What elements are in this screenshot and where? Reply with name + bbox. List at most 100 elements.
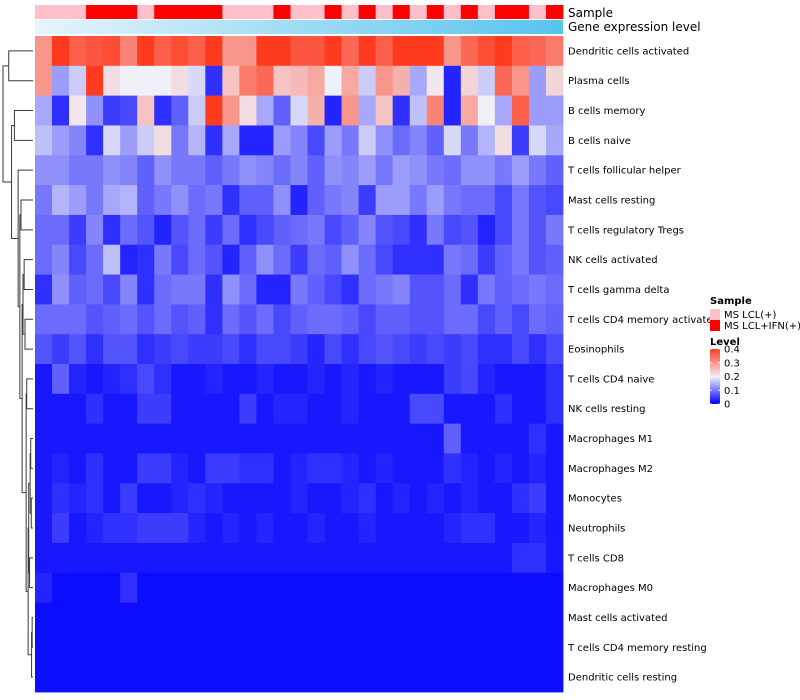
legend-sample-label-ms-lcl: MS LCL(+) [724,310,777,321]
heatmap-cell [222,393,240,425]
heatmap-cell [103,274,121,305]
legend-sample-swatch-ms-lcl-ifn [710,320,720,331]
heatmap-cell [545,214,564,246]
heatmap-cell [358,513,377,544]
heatmap-cell [222,185,240,216]
heatmap-cell [239,214,257,246]
heatmap-cell [256,125,274,156]
heatmap-cell [256,274,274,305]
dendrogram-link [17,169,33,308]
heatmap-cell [392,65,411,97]
heatmap-cell [205,334,223,365]
sample-annotation-cell [52,5,70,19]
heatmap-cell [358,542,377,574]
heatmap-cell [392,602,411,633]
heatmap-cell [511,393,530,425]
heatmap-cell [154,572,172,603]
heatmap-cell [35,453,53,484]
heatmap-cell [137,274,155,305]
heatmap-cell [494,662,513,693]
heatmap-cell [409,334,428,365]
heatmap-cell [171,244,189,275]
heatmap-cell [171,304,189,335]
heatmap-cell [341,662,360,693]
heatmap-cell [256,95,274,126]
heatmap-cell [460,572,479,603]
heatmap-cell [477,453,496,484]
heatmap-cell [171,125,189,156]
heatmap-cell [494,513,513,544]
heatmap-cell [188,244,206,275]
dendrogram-link [28,482,31,574]
heatmap-cell [69,662,87,693]
heatmap-cell [86,513,104,544]
heatmap-cell [154,393,172,425]
row-label-t-cells-cd4-naive: T cells CD4 naive [567,374,654,385]
heatmap-cell [69,36,87,67]
sample-annotation-cell [205,5,223,19]
heatmap-cell [477,65,496,97]
heatmap-cell [35,214,53,246]
heatmap-cell [409,453,428,484]
heatmap-cell [120,274,138,305]
heatmap-cell [307,65,325,97]
heatmap-cell [443,36,462,67]
heatmap-cell [188,334,206,365]
heatmap-cell [375,155,394,186]
heatmap-cell [103,65,121,97]
heatmap-cell [137,572,155,603]
sample-annotation-cell [290,5,308,19]
heatmap-cell [290,304,308,335]
heatmap-cell [120,423,138,454]
heatmap-cell [290,36,308,67]
sample-annotation-cell [426,5,445,19]
heatmap-cell [154,662,172,693]
heatmap-cell [69,95,87,126]
heatmap-cell [494,632,513,663]
heatmap-cell [358,65,377,97]
heatmap-cell [341,513,360,544]
heatmap-cell [290,95,308,126]
heatmap-cell [188,364,206,395]
heatmap-cell [205,662,223,693]
heatmap-cell [409,65,428,97]
heatmap-cell [307,274,325,305]
heatmap-cell [341,423,360,454]
row-label-mast-cells-resting: Mast cells resting [568,196,655,207]
sample-annotation-cell [392,5,411,19]
heatmap-cell [511,632,530,663]
heatmap-cell [290,483,308,514]
heatmap-cell [375,542,394,574]
heatmap-cell [103,423,121,454]
heatmap-cell [511,542,530,574]
sample-annotation-cell [341,5,360,19]
heatmap-cell [171,155,189,186]
heatmap-cell [392,36,411,67]
row-label-nk-cells-resting: NK cells resting [568,404,645,415]
heatmap-cell [154,632,172,663]
heatmap-cell [409,393,428,425]
heatmap-cell [426,662,445,693]
heatmap-cell [137,65,155,97]
heatmap-cell [460,542,479,574]
sample-annotation-cell [273,5,291,19]
heatmap-cell [324,602,342,633]
heatmap-cell [239,364,257,395]
heatmap-cell [545,513,564,544]
sample-annotation-cell [69,5,87,19]
heatmap-cell [392,542,411,574]
heatmap-cell [545,334,564,365]
heatmap-cell [341,304,360,335]
heatmap-cell [443,304,462,335]
heatmap-cell [35,125,53,156]
heatmap-cell [392,244,411,275]
heatmap-cell [290,393,308,425]
heatmap-cell [324,364,342,395]
heatmap-cell [239,453,257,484]
heatmap-cell [528,125,547,156]
heatmap-cell [358,95,377,126]
heatmap-cell [392,364,411,395]
heatmap-cell [324,483,342,514]
heatmap-cell [409,632,428,663]
row-labels: Dendritic cells activated Plasma cells B c… [567,46,719,683]
